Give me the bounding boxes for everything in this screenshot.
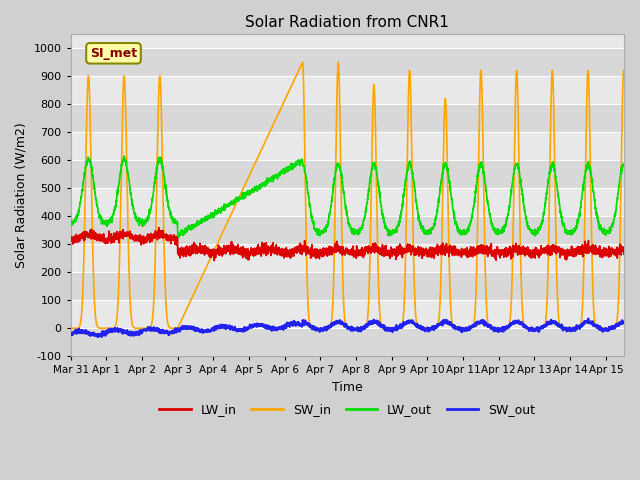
Bar	[70, 188, 624, 216]
Bar	[70, 48, 624, 76]
Bar	[70, 160, 624, 188]
Bar	[70, 104, 624, 132]
Bar	[70, 300, 624, 328]
Legend: LW_in, SW_in, LW_out, SW_out: LW_in, SW_in, LW_out, SW_out	[154, 398, 540, 421]
Text: SI_met: SI_met	[90, 47, 137, 60]
Title: Solar Radiation from CNR1: Solar Radiation from CNR1	[245, 15, 449, 30]
Y-axis label: Solar Radiation (W/m2): Solar Radiation (W/m2)	[15, 122, 28, 268]
Bar	[70, 272, 624, 300]
X-axis label: Time: Time	[332, 381, 362, 394]
Bar	[70, 76, 624, 104]
Bar	[70, 244, 624, 272]
Bar	[70, 132, 624, 160]
Bar	[70, 216, 624, 244]
Bar	[70, 328, 624, 356]
